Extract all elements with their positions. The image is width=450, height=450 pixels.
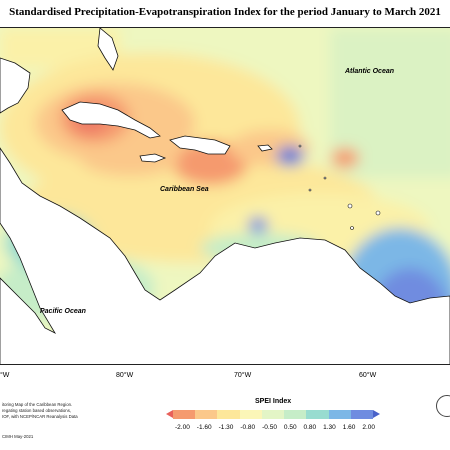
legend-swatch <box>328 410 351 419</box>
spei-map: Atlantic Ocean Caribbean Sea Pacific Oce… <box>0 27 450 365</box>
legend-tick-label: 2.00 <box>362 424 375 431</box>
longitude-label-60w: 60°W <box>359 372 377 379</box>
legend-tick-label: 0.50 <box>283 424 297 431</box>
islands <box>298 144 381 230</box>
legend-arrow-left <box>166 410 173 418</box>
footer-date: CIMH May-2021 <box>2 434 34 439</box>
legend-title: SPEI Index <box>255 398 292 405</box>
legend-swatch <box>239 410 262 419</box>
legend-swatch <box>173 410 196 419</box>
legend-tick-label: -1.60 <box>196 424 212 431</box>
label-caribbean-sea: Caribbean Sea <box>160 186 209 193</box>
legend-tick-label: -1.30 <box>218 424 234 431</box>
longitude-label-70w: 70°W <box>234 372 252 379</box>
footer-line-1: itoring Map of the Caribbean Region. <box>2 402 73 407</box>
legend-swatch <box>261 410 285 419</box>
map-title: Standardised Precipitation-Evapotranspir… <box>9 6 441 18</box>
legend-arrow-right <box>373 410 380 418</box>
label-pacific-ocean: Pacific Ocean <box>40 308 86 315</box>
legend-swatch <box>306 410 329 419</box>
label-atlantic-ocean: Atlantic Ocean <box>344 68 394 75</box>
legend-tick-label: -2.00 <box>175 424 190 431</box>
footer-line-2: regating station based observations, <box>2 408 72 413</box>
longitude-label-80w: 80°W <box>116 372 134 379</box>
legend-swatch <box>350 410 373 419</box>
longitude-label-90w: °W <box>0 372 10 379</box>
legend-tick-label: -0.80 <box>240 424 256 431</box>
legend-swatch <box>284 410 307 419</box>
legend-swatch <box>217 410 240 419</box>
land-masses <box>0 28 450 364</box>
footer-line-3: IOF, with NCEP/NCAR Reanalysis Data <box>2 414 78 419</box>
legend-tick-label: 1.60 <box>342 424 356 431</box>
legend-color-bar <box>173 410 373 419</box>
legend-swatch <box>195 410 218 419</box>
legend-tick-label: 1.30 <box>323 424 336 431</box>
legend-tick-label: 0.80 <box>303 424 317 431</box>
legend-tick-label: -0.50 <box>262 424 277 431</box>
legend-tick-labels: -2.00 -1.60 -1.30 -0.80 -0.50 0.50 0.80 1.30 1.6… <box>175 424 375 431</box>
logo-emblem <box>436 395 450 417</box>
